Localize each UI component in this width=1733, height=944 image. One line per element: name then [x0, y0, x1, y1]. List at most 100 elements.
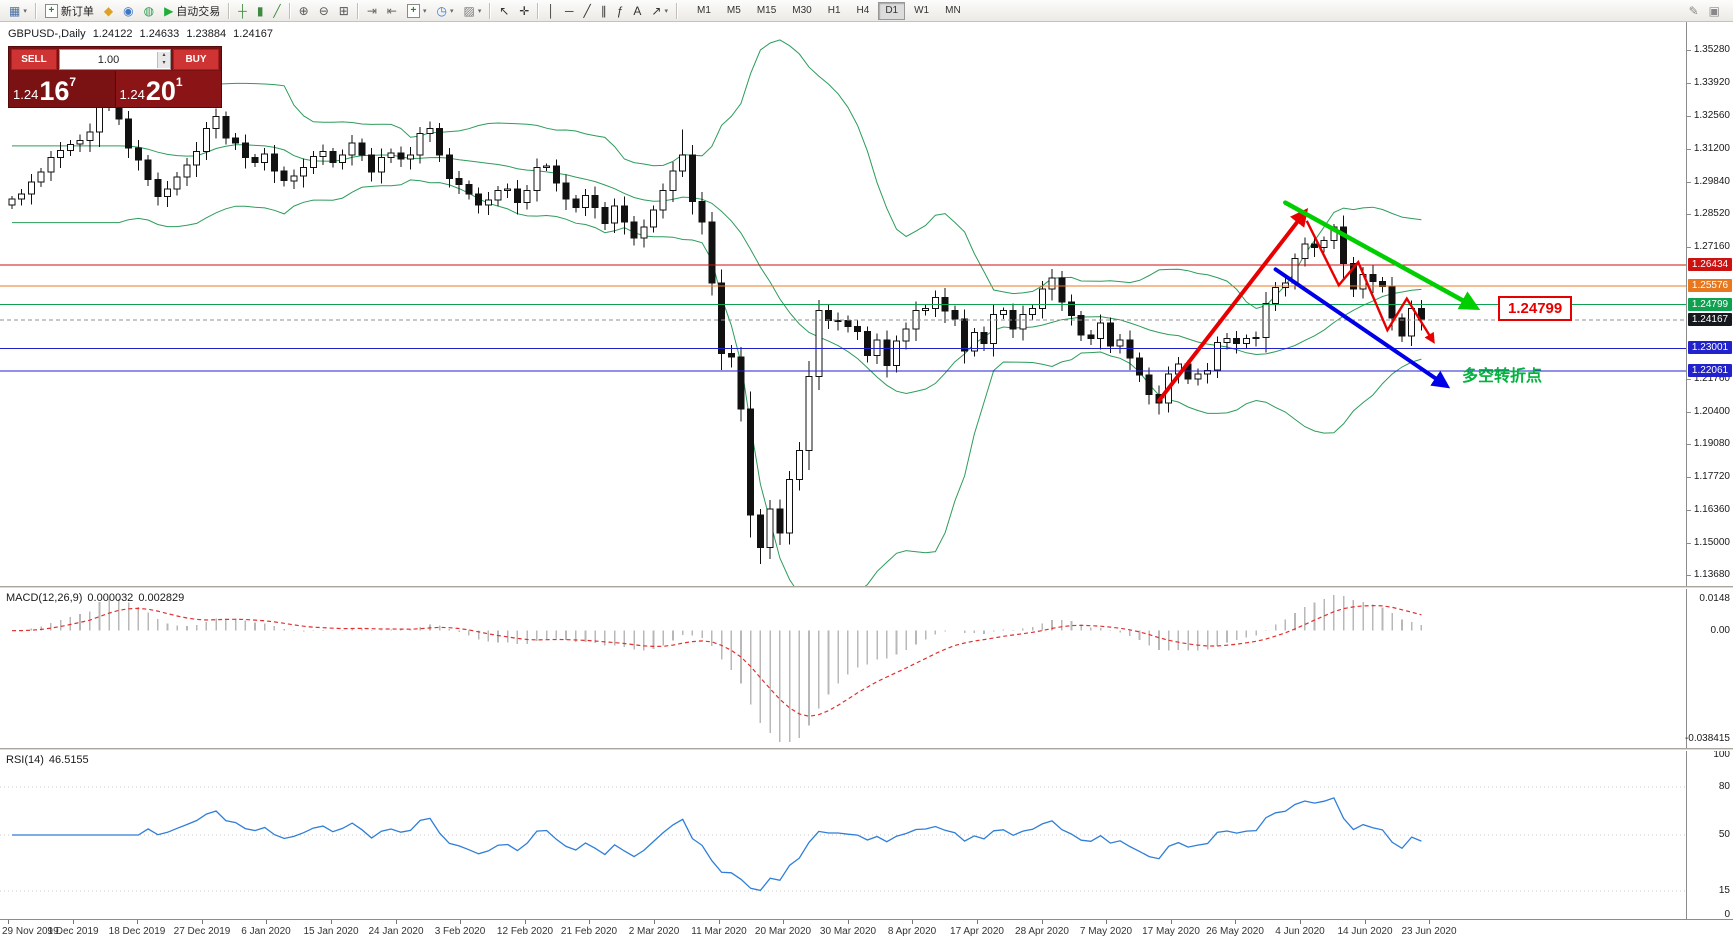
timeframe-toolbar: M1 M5 M15 M30 H1 H4 D1 W1 MN	[689, 0, 969, 21]
crosshair-icon: ✛	[519, 3, 530, 18]
timeframe-mn[interactable]: MN	[938, 2, 968, 20]
toolbar: ▦ ▾ + 新订单 ◆ ◉ ◍ ▶ 自动交易 ┼ ▮ ╱ ⊕ ⊖ ⊞ ⇥ ⇤ + ▾ ◷ ▾ ▨ ▾ ↖ ✛ │ ─ ╱ ∥ ƒ A ↗ ▾ M…	[0, 0, 1733, 22]
volume-down-button[interactable]: ▾	[158, 59, 170, 68]
timeframe-m5[interactable]: M5	[720, 2, 748, 20]
date-tick	[1365, 920, 1366, 924]
price-axis-label: 1.19080	[1693, 438, 1730, 449]
timeframe-w1[interactable]: W1	[907, 2, 936, 20]
support-arrow[interactable]	[1273, 267, 1451, 389]
uptrend-arrow[interactable]	[1157, 208, 1309, 403]
text-label-icon: A	[633, 3, 642, 18]
web-terminal-icon: ◍	[143, 3, 155, 18]
price-chart[interactable]	[0, 22, 1733, 586]
date-tick	[912, 920, 913, 924]
timeframe-m15[interactable]: M15	[750, 2, 783, 20]
edit-button[interactable]: ✎	[1684, 1, 1704, 20]
price-axis-label: 1.13680	[1693, 569, 1730, 580]
text-label-button[interactable]: A	[628, 1, 646, 20]
macd-main-value: 0.000032	[87, 592, 134, 604]
market-button[interactable]: ◆	[99, 1, 118, 20]
axis-tick	[1687, 247, 1691, 248]
timeframe-h1[interactable]: H1	[821, 2, 848, 20]
tile-windows-button[interactable]: ⊞	[334, 1, 354, 20]
auto-scroll-button[interactable]: ⇥	[362, 1, 382, 20]
zoom-in-button[interactable]: ⊕	[294, 1, 314, 20]
trendline-icon: ╱	[583, 3, 591, 18]
new-order-button[interactable]: + 新订单	[40, 1, 99, 20]
channel-button[interactable]: ∥	[596, 1, 612, 20]
chevron-down-icon: ▾	[664, 7, 668, 15]
sell-button[interactable]: SELL	[11, 49, 57, 70]
date-tick	[1235, 920, 1236, 924]
date-tick	[8, 920, 9, 924]
trendline-button[interactable]: ╱	[578, 1, 595, 20]
one-click-trading-panel: SELL 1.00 ▴ ▾ BUY 1.24 16 7 1.24	[8, 46, 222, 108]
sell-price[interactable]: 1.24 16 7	[9, 71, 116, 107]
volume-field[interactable]: 1.00 ▴ ▾	[59, 49, 171, 70]
chevron-down-icon: ▾	[422, 7, 427, 15]
horizontal-line-button[interactable]: ─	[560, 1, 579, 20]
vertical-line-icon: │	[547, 3, 555, 18]
line-chart-button[interactable]: ╱	[268, 1, 285, 20]
buy-button[interactable]: BUY	[173, 49, 219, 70]
low-value: 1.23884	[186, 28, 227, 40]
bar-chart-button[interactable]: ┼	[233, 1, 252, 20]
templates-icon: ▨	[463, 3, 475, 18]
candlestick-chart-button[interactable]: ▮	[252, 1, 269, 20]
crosshair-button[interactable]: ✛	[514, 1, 534, 20]
periods-button[interactable]: ◷ ▾	[431, 1, 458, 20]
timeframe-h4[interactable]: H4	[850, 2, 877, 20]
horizontal-line-icon: ─	[564, 3, 574, 18]
cursor-icon: ↖	[499, 3, 510, 18]
panel-splitter-macd[interactable]	[0, 586, 1733, 589]
signals-icon: ◉	[123, 3, 134, 18]
price-callout[interactable]: 1.24799	[1498, 296, 1573, 321]
fibonacci-button[interactable]: ƒ	[612, 1, 629, 20]
timeframe-m30[interactable]: M30	[785, 2, 818, 20]
volume-value: 1.00	[97, 53, 120, 66]
timeframe-m1[interactable]: M1	[690, 2, 718, 20]
rsi-panel-chart[interactable]	[0, 751, 1733, 919]
autotrading-icon: ▶	[164, 3, 174, 18]
web-terminal-button[interactable]: ◍	[139, 1, 159, 20]
signals-button[interactable]: ◉	[118, 1, 138, 20]
axis-tick	[1687, 182, 1691, 183]
toolbar-separator	[537, 2, 540, 19]
bar-chart-icon: ┼	[238, 3, 247, 18]
edit-icon: ✎	[1688, 3, 1699, 18]
date-label: 17 Apr 2020	[950, 926, 1004, 937]
charts-list-button[interactable]: ▦ ▾	[4, 1, 32, 20]
autotrading-button[interactable]: ▶ 自动交易	[159, 1, 225, 20]
chart-shift-button[interactable]: ⇤	[382, 1, 402, 20]
date-label: 23 Jun 2020	[1401, 926, 1457, 937]
zoom-out-button[interactable]: ⊖	[314, 1, 334, 20]
resistance-arrow[interactable]	[1283, 200, 1481, 311]
date-tick	[137, 920, 138, 924]
zigzag-arrow[interactable]	[1305, 220, 1435, 344]
date-label: 9 Dec 2019	[47, 926, 99, 937]
buy-price[interactable]: 1.24 20 1	[115, 71, 221, 107]
cursor-button[interactable]: ↖	[494, 1, 514, 20]
candlestick-chart-icon: ▮	[256, 3, 264, 18]
buy-price-pipette: 1	[175, 75, 183, 89]
arrows-button[interactable]: ↗ ▾	[646, 1, 673, 20]
zoom-out-icon: ⊖	[318, 3, 329, 18]
volume-up-button[interactable]: ▴	[158, 51, 170, 60]
toolbar-separator	[356, 2, 359, 19]
arrows-icon: ↗	[651, 3, 662, 18]
indicators-button[interactable]: + ▾	[402, 1, 432, 20]
new-window-button[interactable]: ▣	[1704, 1, 1725, 20]
axis-tick	[1687, 214, 1691, 215]
vertical-line-button[interactable]: │	[542, 1, 560, 20]
chevron-down-icon: ▾	[23, 7, 27, 15]
panel-splitter-rsi[interactable]	[0, 748, 1733, 751]
templates-button[interactable]: ▨ ▾	[458, 1, 486, 20]
date-tick	[202, 920, 203, 924]
date-tick	[1300, 920, 1301, 924]
axis-tick	[1687, 477, 1691, 478]
macd-panel-chart[interactable]	[0, 589, 1733, 748]
line-chart-icon: ╱	[273, 3, 281, 18]
date-label: 17 May 2020	[1142, 926, 1200, 937]
timeframe-d1[interactable]: D1	[878, 1, 906, 20]
turning-point-label[interactable]: 多空转折点	[1462, 362, 1542, 386]
